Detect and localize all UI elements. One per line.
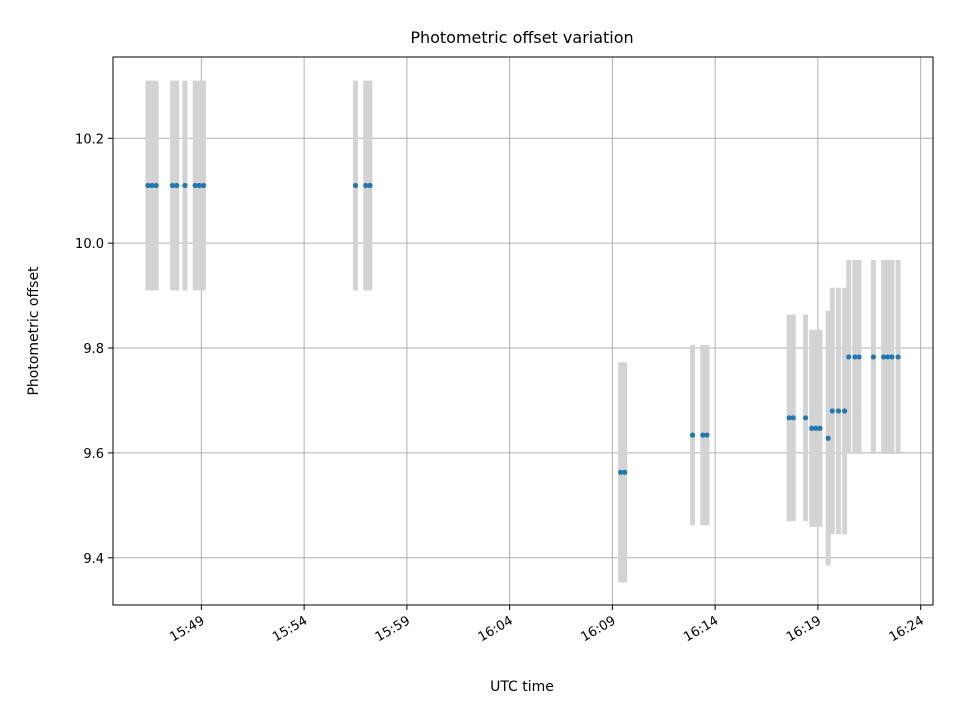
data-point <box>200 182 207 189</box>
data-point <box>192 182 198 189</box>
data-point <box>169 182 176 189</box>
y-tick-label: 9.4 <box>83 552 104 567</box>
data-point <box>790 415 796 421</box>
data-point <box>825 435 831 441</box>
x-axis-label: UTC time <box>490 679 554 695</box>
chart-title: Photometric offset variation <box>410 28 633 47</box>
y-tick-label: 10.0 <box>75 237 104 252</box>
data-point <box>153 182 159 189</box>
x-tick-label: 16:24 <box>887 613 927 645</box>
y-axis-ticks: 9.4 9.6 9.8 10.0 10.2 <box>75 132 113 567</box>
data-point <box>889 354 895 360</box>
data-point <box>817 425 823 431</box>
data-point <box>881 354 887 360</box>
data-point <box>182 182 188 189</box>
y-tick-label: 9.8 <box>83 342 104 357</box>
data-points <box>145 182 901 475</box>
data-point <box>885 354 891 360</box>
data-point <box>196 182 202 189</box>
x-tick-label: 16:04 <box>476 613 516 645</box>
error-bars <box>145 80 901 583</box>
data-point <box>352 182 359 189</box>
x-tick-label: 16:19 <box>784 613 824 645</box>
data-point <box>852 354 858 360</box>
y-tick-label: 10.2 <box>75 132 104 147</box>
data-point <box>813 425 819 431</box>
data-point <box>842 408 848 414</box>
data-point <box>895 354 901 360</box>
data-point <box>856 354 862 360</box>
data-point <box>700 432 706 438</box>
plot-frame <box>112 56 934 606</box>
data-point <box>802 415 809 421</box>
data-point <box>174 182 180 189</box>
data-point <box>870 354 877 360</box>
data-point <box>809 425 815 431</box>
x-tick-label: 16:09 <box>578 613 618 645</box>
grid <box>113 57 933 605</box>
data-point <box>622 469 628 475</box>
x-tick-label: 16:14 <box>681 613 721 645</box>
x-tick-label: 15:49 <box>167 613 207 645</box>
data-point <box>145 182 151 189</box>
data-point <box>618 469 624 475</box>
x-axis-ticks: 15:49 15:54 15:59 16:04 16:09 16:14 16:19 16:24 <box>167 605 927 645</box>
data-point <box>689 432 696 438</box>
data-point <box>149 182 155 189</box>
data-point <box>367 182 373 189</box>
x-tick-label: 15:54 <box>270 613 310 645</box>
data-point <box>704 432 710 438</box>
data-point <box>829 408 835 414</box>
data-point <box>835 408 842 414</box>
y-axis-label: Photometric offset <box>26 266 42 396</box>
data-point <box>363 182 369 189</box>
data-point <box>846 354 852 360</box>
y-tick-label: 9.6 <box>83 447 104 462</box>
x-tick-label: 15:59 <box>373 613 413 645</box>
data-point <box>786 415 792 421</box>
